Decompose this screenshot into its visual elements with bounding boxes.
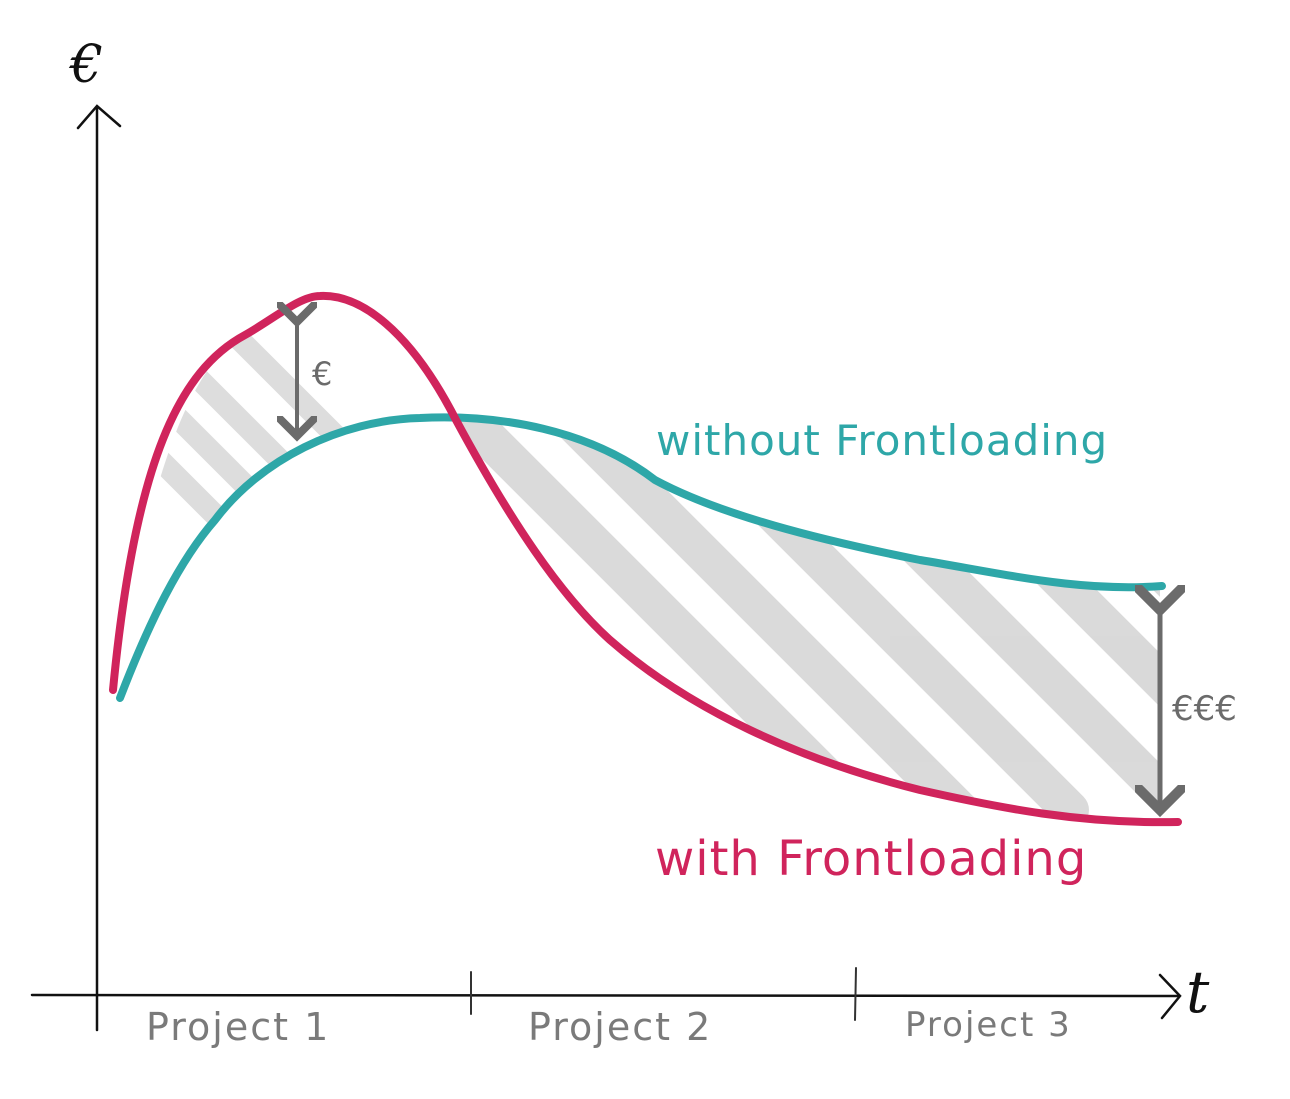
- y-axis: [76, 104, 122, 1032]
- x-axis: [30, 973, 1182, 1020]
- without-frontloading-curve: [116, 413, 1166, 702]
- phase-label-project-2: Project 2: [528, 1005, 712, 1049]
- with-frontloading-curve: [109, 291, 1182, 827]
- large-difference-label: €€€: [1172, 689, 1237, 729]
- y-axis-label: €: [68, 35, 103, 95]
- with-frontloading-label: with Frontloading: [655, 831, 1087, 887]
- without-frontloading-label: without Frontloading: [656, 416, 1108, 465]
- hatch-region-left: [139, 295, 440, 698]
- hatch-region-right: [456, 419, 1160, 823]
- phase-label-project-1: Project 1: [146, 1005, 330, 1049]
- phase-label-project-3: Project 3: [905, 1005, 1072, 1045]
- small-difference-label: €: [312, 355, 332, 393]
- x-axis-label: t: [1186, 958, 1210, 1026]
- phase-separators: [470, 967, 857, 1021]
